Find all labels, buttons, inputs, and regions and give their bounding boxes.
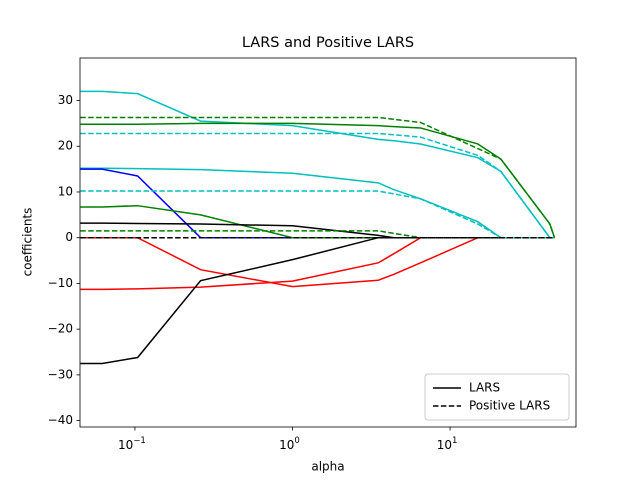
y-tick-label: −30 bbox=[48, 367, 73, 381]
tick-base: 10 bbox=[118, 438, 133, 452]
tick-exponent: −1 bbox=[133, 436, 146, 446]
legend-label: Positive LARS bbox=[469, 399, 550, 413]
tick-base: 10 bbox=[437, 438, 452, 452]
legend-box bbox=[424, 373, 570, 421]
x-tick-label: 101 bbox=[437, 436, 458, 452]
y-axis-label: coefficients bbox=[21, 208, 35, 277]
x-tick-label: 10−1 bbox=[118, 436, 146, 452]
tick-exponent: 1 bbox=[452, 436, 457, 446]
y-tick-label: 20 bbox=[58, 139, 73, 153]
tick-base: 10 bbox=[279, 438, 294, 452]
legend-label: LARS bbox=[469, 381, 500, 395]
y-tick-label: 0 bbox=[65, 230, 73, 244]
plot-frame bbox=[79, 57, 577, 428]
chart-title: LARS and Positive LARS bbox=[242, 35, 414, 51]
y-tick-label: −40 bbox=[48, 413, 73, 427]
y-tick-label: −20 bbox=[48, 322, 73, 336]
series-line bbox=[80, 122, 556, 238]
plot-lines bbox=[80, 90, 556, 365]
y-tick-label: −10 bbox=[48, 276, 73, 290]
y-tick-label: 10 bbox=[58, 184, 73, 198]
y-tick-label: 30 bbox=[58, 93, 73, 107]
tick-exponent: 0 bbox=[294, 436, 299, 446]
series-line bbox=[80, 90, 555, 239]
x-tick-label: 100 bbox=[279, 436, 300, 452]
x-axis-label: alpha bbox=[311, 460, 344, 474]
